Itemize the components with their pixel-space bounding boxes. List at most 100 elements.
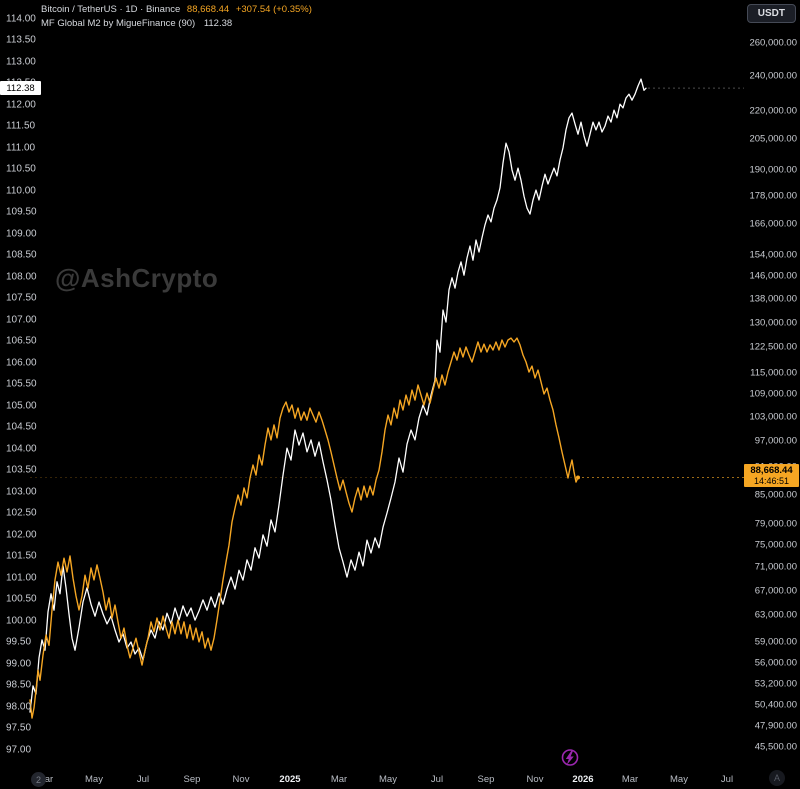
left-axis-tick: 107.00 [6, 314, 37, 325]
time-scale-year-label: 2025 [279, 774, 301, 785]
time-scale-month-label: Nov [526, 774, 544, 785]
m2-series-line[interactable] [29, 78, 647, 713]
left-axis-tick: 106.50 [6, 335, 37, 347]
right-axis-tick: 103,000.00 [749, 411, 797, 423]
right-axis-tick: 130,000.00 [749, 317, 797, 329]
time-scale-month-label: May [85, 774, 103, 785]
left-axis-tick: 106.00 [6, 357, 37, 368]
time-scale-month-label: May [379, 774, 397, 785]
time-scale-month-label: Jul [430, 774, 444, 785]
time-scale[interactable]: Mar May Jul Sep Nov 2025 Mar May Jul Sep Nov 2026 Ma… [0, 770, 800, 789]
time-scale-month-label: Sep [477, 774, 495, 785]
bar-countdown: 14:46:51 [753, 476, 790, 487]
left-axis-tick: 111.00 [6, 142, 36, 153]
right-axis-tick: 138,000.00 [749, 293, 797, 305]
left-axis-tick: 107.50 [6, 292, 37, 304]
left-axis-tick: 100.00 [6, 615, 37, 626]
left-axis-tick: 98.00 [6, 701, 32, 712]
left-axis-tick: 113.00 [6, 56, 36, 67]
time-scale-year-label: 2026 [572, 774, 594, 785]
account-avatar-badge[interactable]: A [769, 770, 785, 786]
left-axis-tick: 113.50 [6, 34, 36, 46]
left-axis-tick: 104.00 [6, 443, 37, 454]
left-axis-tick: 103.00 [6, 486, 37, 497]
indicator-legend-row: MF Global M2 by MigueFinance (90) 112.38 [41, 17, 312, 31]
quote-currency-button[interactable]: USDT [746, 4, 796, 23]
indicator-title[interactable]: MF Global M2 by MigueFinance (90) [41, 18, 196, 29]
right-axis-tick: 59,000.00 [754, 636, 797, 648]
right-axis-tick: 205,000.00 [749, 133, 797, 145]
left-axis-tick: 110.00 [6, 185, 36, 196]
right-axis-tick: 53,200.00 [754, 678, 797, 690]
right-axis-tick: 67,000.00 [754, 585, 797, 597]
indicator-value: 112.38 [203, 18, 233, 29]
left-axis-tick: 108.00 [6, 271, 37, 282]
left-axis-tick: 114.00 [6, 13, 36, 24]
lightning-event-icon[interactable] [561, 749, 579, 766]
time-scale-month-label: May [670, 774, 688, 785]
legend-price-change: +307.54 (+0.35%) [235, 4, 312, 15]
left-axis-tick: 97.50 [6, 722, 32, 734]
time-scale-month-label: Nov [232, 774, 250, 785]
right-axis-tick: 122,500.00 [749, 341, 797, 353]
separator-dot: · [119, 4, 123, 15]
time-scale-month-label: Mar [330, 774, 348, 785]
time-scale-month-label: Mar [621, 774, 639, 785]
left-axis-tick: 99.50 [6, 636, 32, 648]
right-axis-tick: 240,000.00 [749, 70, 797, 82]
left-axis-tick: 111.50 [6, 120, 36, 132]
legend-last-price: 88,668.44 [186, 4, 230, 15]
left-axis-tick: 98.50 [6, 679, 32, 691]
left-axis-tick: 112.00 [6, 99, 36, 110]
right-axis-tick: 220,000.00 [749, 105, 797, 117]
interval-label[interactable]: 1D [125, 4, 138, 15]
right-axis-tick: 79,000.00 [754, 518, 797, 530]
left-axis-tick: 110.50 [6, 163, 36, 175]
bottom-left-badge[interactable]: 2 [31, 772, 46, 787]
exchange-label: Binance [145, 4, 181, 15]
right-axis-tick: 166,000.00 [749, 218, 797, 230]
right-axis-tick: 154,000.00 [749, 249, 797, 261]
right-axis-tick: 190,000.00 [749, 164, 797, 176]
left-axis-tick: 105.00 [6, 400, 37, 411]
left-axis-tick: 105.50 [6, 378, 37, 390]
right-axis-tick: 178,000.00 [749, 190, 797, 202]
left-axis-tick: 102.50 [6, 507, 37, 519]
right-axis-tick: 71,000.00 [754, 561, 797, 573]
right-axis-tick: 56,000.00 [754, 657, 797, 669]
right-axis-tick: 260,000.00 [749, 37, 797, 49]
right-axis-tick: 50,400.00 [754, 699, 797, 711]
left-axis-tick: 104.50 [6, 421, 37, 433]
right-axis-tick: 109,000.00 [749, 388, 797, 400]
time-scale-month-label: Jul [136, 774, 150, 785]
left-axis-tick: 109.50 [6, 206, 37, 218]
right-axis-tick: 63,000.00 [754, 609, 797, 621]
m2-axis-price-label: 112.38 [0, 81, 41, 96]
right-axis-tick: 47,900.00 [754, 720, 797, 732]
right-axis-tick: 75,000.00 [754, 539, 797, 551]
watermark: @AshCrypto [55, 263, 219, 293]
left-axis-tick: 101.50 [6, 550, 37, 562]
right-price-scale[interactable]: 260,000.00 240,000.00 220,000.00 205,000.00… [744, 0, 800, 770]
time-scale-month-label: Sep [183, 774, 201, 785]
left-axis-tick: 108.50 [6, 249, 37, 261]
btc-last-point-dot [576, 475, 580, 480]
right-axis-tick: 115,000.00 [750, 367, 797, 379]
left-price-scale[interactable]: 114.00113.50113.00112.50112.00111.50111.… [0, 0, 42, 770]
separator-dot: · [140, 4, 144, 15]
left-axis-tick: 100.50 [6, 593, 37, 605]
symbol-legend-row: Bitcoin / TetherUS · 1D · Binance 88,668… [41, 3, 312, 17]
right-axis-tick: 45,500.00 [754, 741, 797, 753]
symbol-title[interactable]: Bitcoin / TetherUS [41, 4, 117, 15]
btc-last-price: 88,668.44 [750, 465, 793, 477]
right-axis-tick: 85,000.00 [754, 489, 797, 501]
left-axis-tick: 99.00 [6, 658, 32, 669]
left-axis-tick: 103.50 [6, 464, 37, 476]
btc-series-line[interactable] [29, 337, 579, 719]
right-axis-tick: 146,000.00 [749, 270, 797, 282]
time-scale-month-label: Jul [720, 774, 734, 785]
btc-axis-price-label: 88,668.44 14:46:51 [744, 464, 799, 488]
right-axis-tick: 97,000.00 [754, 435, 797, 447]
